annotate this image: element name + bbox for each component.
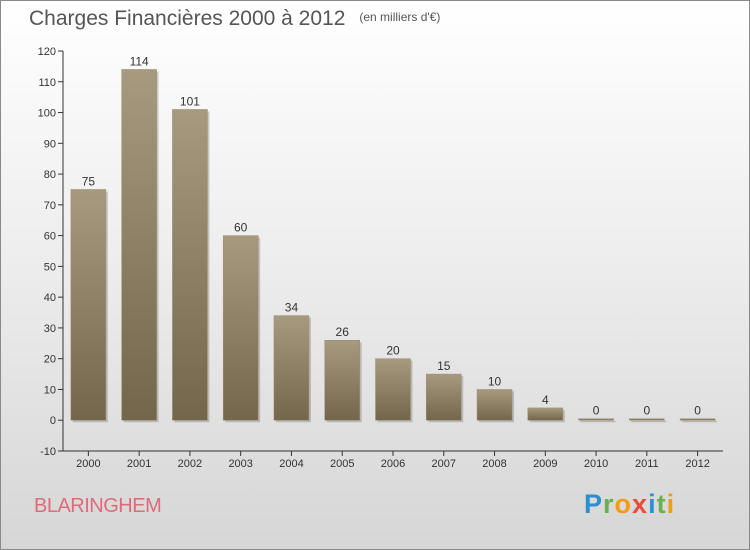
y-tick-label: 40 <box>44 292 56 304</box>
x-tick-label: 2003 <box>228 458 252 470</box>
y-tick-label: 80 <box>44 169 56 181</box>
proxiti-logo: Proxiti <box>584 489 675 520</box>
x-tick-label: 2012 <box>685 458 709 470</box>
y-tick-label: 50 <box>44 261 56 273</box>
logo-letter: t <box>656 489 667 519</box>
data-label: 75 <box>82 174 96 188</box>
logo-letter: r <box>603 489 615 519</box>
logo-letter: i <box>648 489 657 519</box>
data-label: 15 <box>437 359 451 373</box>
data-label: 10 <box>488 374 502 388</box>
bar <box>629 418 665 421</box>
x-tick-label: 2010 <box>584 458 608 470</box>
chart-subtitle: (en milliers d'€) <box>359 10 441 24</box>
logo-letter: i <box>666 489 676 519</box>
data-label: 114 <box>130 54 149 68</box>
y-tick-label: 70 <box>44 200 56 212</box>
y-tick-label: 110 <box>38 77 56 89</box>
y-tick-label: -10 <box>40 446 56 458</box>
x-tick-label: 2005 <box>330 458 354 470</box>
chart-title: Charges Financières 2000 à 2012 (en milli… <box>29 7 440 31</box>
y-tick-label: 100 <box>38 108 56 120</box>
x-tick-label: 2002 <box>178 458 202 470</box>
x-tick-label: 2004 <box>279 458 303 470</box>
bar-shadow <box>682 420 718 423</box>
y-tick-label: 30 <box>44 323 56 335</box>
logo-letter: x <box>632 489 649 519</box>
x-tick-label: 2000 <box>76 458 100 470</box>
x-tick-label: 2007 <box>432 458 456 470</box>
bar <box>172 109 208 421</box>
bar <box>426 373 462 421</box>
x-tick-label: 2009 <box>533 458 557 470</box>
bar <box>679 418 716 421</box>
data-label: 0 <box>644 404 651 418</box>
data-label: 101 <box>180 94 200 108</box>
bar <box>121 69 157 421</box>
bar-shadow <box>580 420 616 423</box>
bar <box>527 407 564 421</box>
data-label: 60 <box>234 221 248 235</box>
data-label: 26 <box>336 325 350 339</box>
bar <box>578 418 614 421</box>
bar-shadow <box>631 420 667 423</box>
x-tick-label: 2008 <box>482 458 506 470</box>
data-label: 0 <box>593 404 600 418</box>
x-tick-label: 2011 <box>635 458 659 470</box>
bar <box>375 358 411 421</box>
y-tick-label: 0 <box>50 415 56 427</box>
y-tick-label: 60 <box>44 231 56 243</box>
bar <box>476 389 513 421</box>
commune-name: BLARINGHEM <box>34 495 162 517</box>
y-tick-label: 120 <box>38 46 56 58</box>
logo-letter: P <box>584 489 604 519</box>
chart-title-text: Charges Financières 2000 à 2012 <box>29 7 346 30</box>
data-label: 20 <box>386 344 400 358</box>
y-tick-label: 20 <box>44 354 56 366</box>
x-tick-label: 2006 <box>381 458 405 470</box>
bar <box>273 315 310 421</box>
bar <box>324 339 360 421</box>
data-label: 0 <box>694 404 701 418</box>
data-label: 4 <box>542 393 549 407</box>
y-tick-label: 90 <box>44 138 56 150</box>
bar <box>70 189 107 421</box>
data-label: 34 <box>285 301 299 315</box>
y-tick-label: 10 <box>44 384 56 396</box>
logo-letter: o <box>614 489 633 519</box>
x-tick-label: 2001 <box>127 458 151 470</box>
bar <box>222 235 259 421</box>
